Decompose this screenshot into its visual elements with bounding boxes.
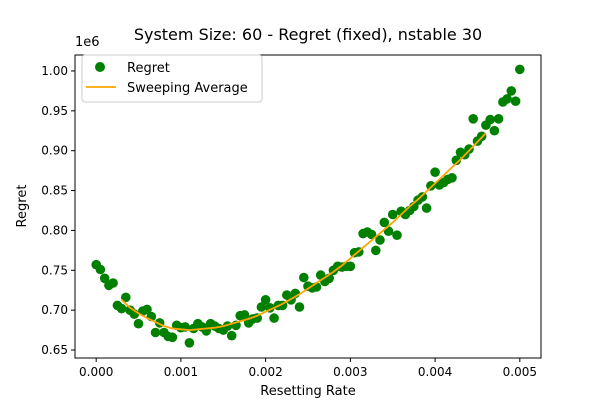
regret-point [295,302,305,312]
y-axis-label: Regret [15,185,30,228]
y-tick-label: 0.95 [41,104,68,118]
x-tick-label: 0.001 [164,365,198,379]
x-tick-label: 0.004 [418,365,452,379]
y-tick-label: 0.65 [41,343,68,357]
x-tick-label: 0.000 [79,365,113,379]
regret-point [494,114,504,124]
regret-point [299,273,309,283]
x-tick-label: 0.003 [333,365,367,379]
regret-point [426,181,436,191]
legend-marker-regret [95,62,105,72]
regret-point [507,86,517,96]
regret-point [96,265,106,275]
x-axis-label: Resetting Rate [260,384,355,399]
legend-label-sweeping-average: Sweeping Average [127,81,248,96]
regret-point [269,313,279,323]
regret-point [392,230,402,240]
regret-point [464,144,474,154]
y-tick-label: 1.00 [41,64,68,78]
regret-point [168,333,178,343]
y-tick-label: 0.90 [41,144,68,158]
regret-point [515,65,525,75]
x-tick-label: 0.002 [248,365,282,379]
y-scale-offset-label: 1e6 [75,35,100,50]
regret-point [511,96,521,106]
chart-title: System Size: 60 - Regret (fixed), nstabl… [134,25,482,44]
regret-point [371,246,381,256]
regret-point [490,126,500,136]
regret-point [422,203,432,213]
regret-point [468,114,478,124]
regret-point [117,304,127,314]
y-tick-label: 0.70 [41,303,68,317]
y-tick-label: 0.75 [41,263,68,277]
regret-point [388,210,398,220]
legend: Regret Sweeping Average [82,55,262,102]
legend-label-regret: Regret [127,61,170,76]
regret-point [430,167,440,177]
regret-point [346,262,356,272]
y-tick-label: 0.80 [41,223,68,237]
y-tick-label: 0.85 [41,184,68,198]
regret-point [185,338,195,348]
regret-point [151,328,161,338]
regret-point [227,331,237,341]
regret-point [418,192,428,202]
regret-point [485,115,495,125]
regret-point [447,173,457,183]
regret-point [134,319,144,329]
regret-point [108,278,118,288]
x-tick-label: 0.005 [503,365,537,379]
